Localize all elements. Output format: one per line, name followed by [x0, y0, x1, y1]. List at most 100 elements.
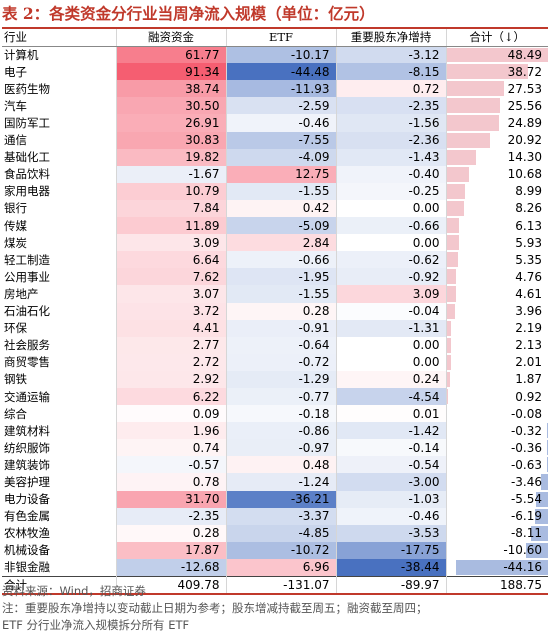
table-row: 汽车 30.50 -2.59 -2.35 25.56: [2, 97, 548, 115]
total-value: -44.16: [503, 560, 542, 575]
table-row: 机械设备 17.87 -10.72 -17.75 -10.60: [2, 541, 548, 559]
total-value: -3.46: [510, 474, 542, 489]
cell-margin: 2.77: [116, 336, 227, 354]
total-value: 38.72: [507, 64, 542, 79]
table-row: 房地产 3.07 -1.55 3.09 4.61: [2, 285, 548, 303]
cell-margin: -0.57: [116, 456, 227, 474]
total-bar: [535, 508, 548, 524]
cell-etf: -0.66: [226, 251, 337, 269]
cell-shareholder: 0.00: [336, 234, 447, 252]
cell-total: -5.54: [446, 491, 548, 508]
cell-shareholder: -0.40: [336, 165, 447, 183]
cell-margin: -1.67: [116, 165, 227, 183]
cell-total: -3.46: [446, 473, 548, 490]
cell-shareholder: -8.15: [336, 63, 447, 81]
industry-name: 有色金属: [2, 507, 117, 525]
total-value: 27.53: [507, 81, 542, 96]
table-body: 行业 融资资金 ETF 重要股东净增持 合计（↓） 计算机 61.77 -10.17…: [2, 29, 548, 595]
cell-shareholder: -0.54: [336, 456, 447, 474]
cell-shareholder: -3.12: [336, 46, 447, 64]
industry-name: 非银金融: [2, 558, 117, 576]
footnote-source: 资料来源：Wind，招商证券: [2, 584, 146, 598]
cell-total: 38.72: [446, 63, 548, 80]
total-bar: [446, 183, 466, 199]
total-bar: [446, 166, 469, 182]
total-value: -0.36: [510, 440, 542, 455]
cell-total: 20.92: [446, 132, 548, 149]
cell-etf: -0.46: [226, 114, 337, 132]
cell-total: 0.92: [446, 388, 548, 405]
cell-etf: -1.95: [226, 268, 337, 286]
total-bar: [446, 218, 460, 234]
industry-name: 房地产: [2, 285, 117, 303]
cell-shareholder: -0.92: [336, 268, 447, 286]
cell-etf: -10.17: [226, 46, 337, 64]
cell-etf: -0.86: [226, 422, 337, 440]
cell-etf: 6.96: [226, 558, 337, 576]
industry-name: 综合: [2, 405, 117, 423]
cell-shareholder: -1.42: [336, 422, 447, 440]
cell-shareholder: -0.62: [336, 251, 447, 269]
total-bar: [446, 303, 455, 319]
cell-margin: 17.87: [116, 541, 227, 559]
cell-total: -6.19: [446, 508, 548, 525]
title-rule: [2, 27, 548, 29]
footnote-note: 注：重要股东净增持以变动截止日期为参考；股东增减持截至周五；融资截至周四；: [2, 601, 428, 615]
table-row: 电力设备 31.70 -36.21 -1.03 -5.54: [2, 490, 548, 508]
cell-total: -0.36: [446, 439, 548, 456]
cell-total: 1.87: [446, 371, 548, 388]
fund-flow-table: 行业 融资资金 ETF 重要股东净增持 合计（↓） 计算机 61.77 -10.17…: [2, 29, 548, 595]
table-row: 家用电器 10.79 -1.55 -0.25 8.99: [2, 182, 548, 200]
cell-margin: 7.62: [116, 268, 227, 286]
total-bar: [525, 542, 548, 558]
cell-total: -0.32: [446, 422, 548, 439]
industry-name: 电力设备: [2, 490, 117, 508]
cell-total: 5.93: [446, 234, 548, 251]
total-bar: [446, 269, 457, 285]
table-row: 电子 91.34 -44.48 -8.15 38.72: [2, 63, 548, 81]
cell-margin: 11.89: [116, 217, 227, 235]
table-row: 商贸零售 2.72 -0.72 0.00 2.01: [2, 353, 548, 371]
cell-shareholder: 0.00: [336, 336, 447, 354]
cell-etf: -2.59: [226, 97, 337, 115]
cell-etf: -0.64: [226, 336, 337, 354]
cell-total: 2.13: [446, 337, 548, 354]
cell-margin: 6.22: [116, 387, 227, 406]
total-value: 2.19: [515, 321, 542, 336]
header-shareholder: 重要股东净增持: [336, 29, 447, 47]
cell-margin: 7.84: [116, 199, 227, 218]
table-row: 食品饮料 -1.67 12.75 -0.40 10.68: [2, 165, 548, 183]
total-value: 0.92: [515, 389, 542, 404]
cell-shareholder: -4.54: [336, 387, 447, 406]
total-bar: [455, 559, 548, 575]
industry-name: 机械设备: [2, 541, 117, 559]
cell-etf: -4.85: [226, 524, 337, 542]
total-bar: [446, 354, 451, 370]
header-etf: ETF: [226, 29, 337, 47]
table-row: 煤炭 3.09 2.84 0.00 5.93: [2, 234, 548, 252]
cell-etf: -0.91: [226, 319, 337, 337]
cell-etf: -0.18: [226, 405, 337, 423]
cell-shareholder: 0.00: [336, 353, 447, 371]
total-bar: [446, 235, 459, 251]
industry-name: 家用电器: [2, 182, 117, 200]
cell-total: 24.89: [446, 114, 548, 131]
cell-shareholder: -0.04: [336, 302, 447, 320]
header-margin: 融资资金: [116, 29, 227, 47]
cell-shareholder: -2.35: [336, 97, 447, 115]
cell-etf: 0.28: [226, 302, 337, 320]
cell-total: 25.56: [446, 97, 548, 114]
total-value: 14.30: [507, 150, 542, 165]
cell-total: 6.13: [446, 217, 548, 234]
total-value: 25.56: [507, 98, 542, 113]
header-total: 合计（↓）: [446, 29, 548, 47]
total-bar: [540, 474, 548, 490]
cell-margin: 0.78: [116, 473, 227, 491]
table-row: 交通运输 6.22 -0.77 -4.54 0.92: [2, 387, 548, 406]
table-row: 医药生物 38.74 -11.93 0.72 27.53: [2, 80, 548, 98]
cell-margin: 3.07: [116, 285, 227, 303]
cell-shareholder: -1.03: [336, 490, 447, 508]
cell-total: 8.99: [446, 183, 548, 200]
cell-margin: 30.83: [116, 131, 227, 149]
total-bar: [446, 337, 451, 353]
